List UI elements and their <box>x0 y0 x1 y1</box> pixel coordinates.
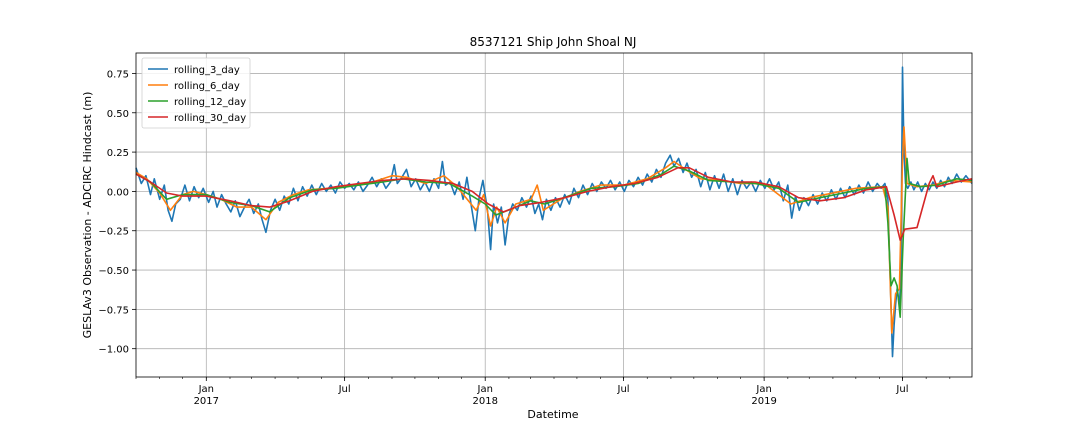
x-tick-year-label: 2018 <box>472 396 497 407</box>
y-tick-label: 0.25 <box>107 148 129 159</box>
x-tick-label: Jul <box>338 384 351 395</box>
legend-box <box>141 57 251 129</box>
series-line-rolling-30-day <box>135 167 973 241</box>
x-axis-label: Datetime <box>527 408 578 421</box>
chart-title: 8537121 Ship John Shoal NJ <box>470 35 637 49</box>
x-tick-year-label: 2017 <box>194 396 219 407</box>
y-tick-label: −1.00 <box>98 345 129 356</box>
x-tick-label: Jul <box>617 384 630 395</box>
legend-label: rolling_30_day <box>174 113 246 124</box>
y-tick-label: −0.75 <box>98 305 129 316</box>
x-tick-label: Jan <box>198 384 214 395</box>
y-axis-label: GESLAv3 Observation - ADCIRC Hindcast (m… <box>81 92 94 339</box>
y-tick-label: 0.00 <box>107 187 129 198</box>
legend-label: rolling_3_day <box>174 65 240 76</box>
legend-label: rolling_12_day <box>174 97 246 108</box>
y-tick-label: 0.75 <box>107 69 129 80</box>
x-tick-label: Jan <box>755 384 771 395</box>
series-line-rolling-12-day <box>135 157 973 318</box>
axes: 0.750.500.250.00−0.25−0.50−0.75−1.00Jan2… <box>98 69 951 407</box>
y-tick-label: −0.25 <box>98 227 129 238</box>
legend-label: rolling_6_day <box>174 81 240 92</box>
x-tick-label: Jan <box>477 384 493 395</box>
legend: rolling_3_day rolling_6_day rolling_12_day… <box>141 57 251 129</box>
x-tick-label: Jul <box>895 384 908 395</box>
y-tick-label: 0.50 <box>107 109 129 120</box>
y-tick-label: −0.50 <box>98 266 129 277</box>
series-lines <box>135 66 973 358</box>
x-tick-year-label: 2019 <box>751 396 776 407</box>
